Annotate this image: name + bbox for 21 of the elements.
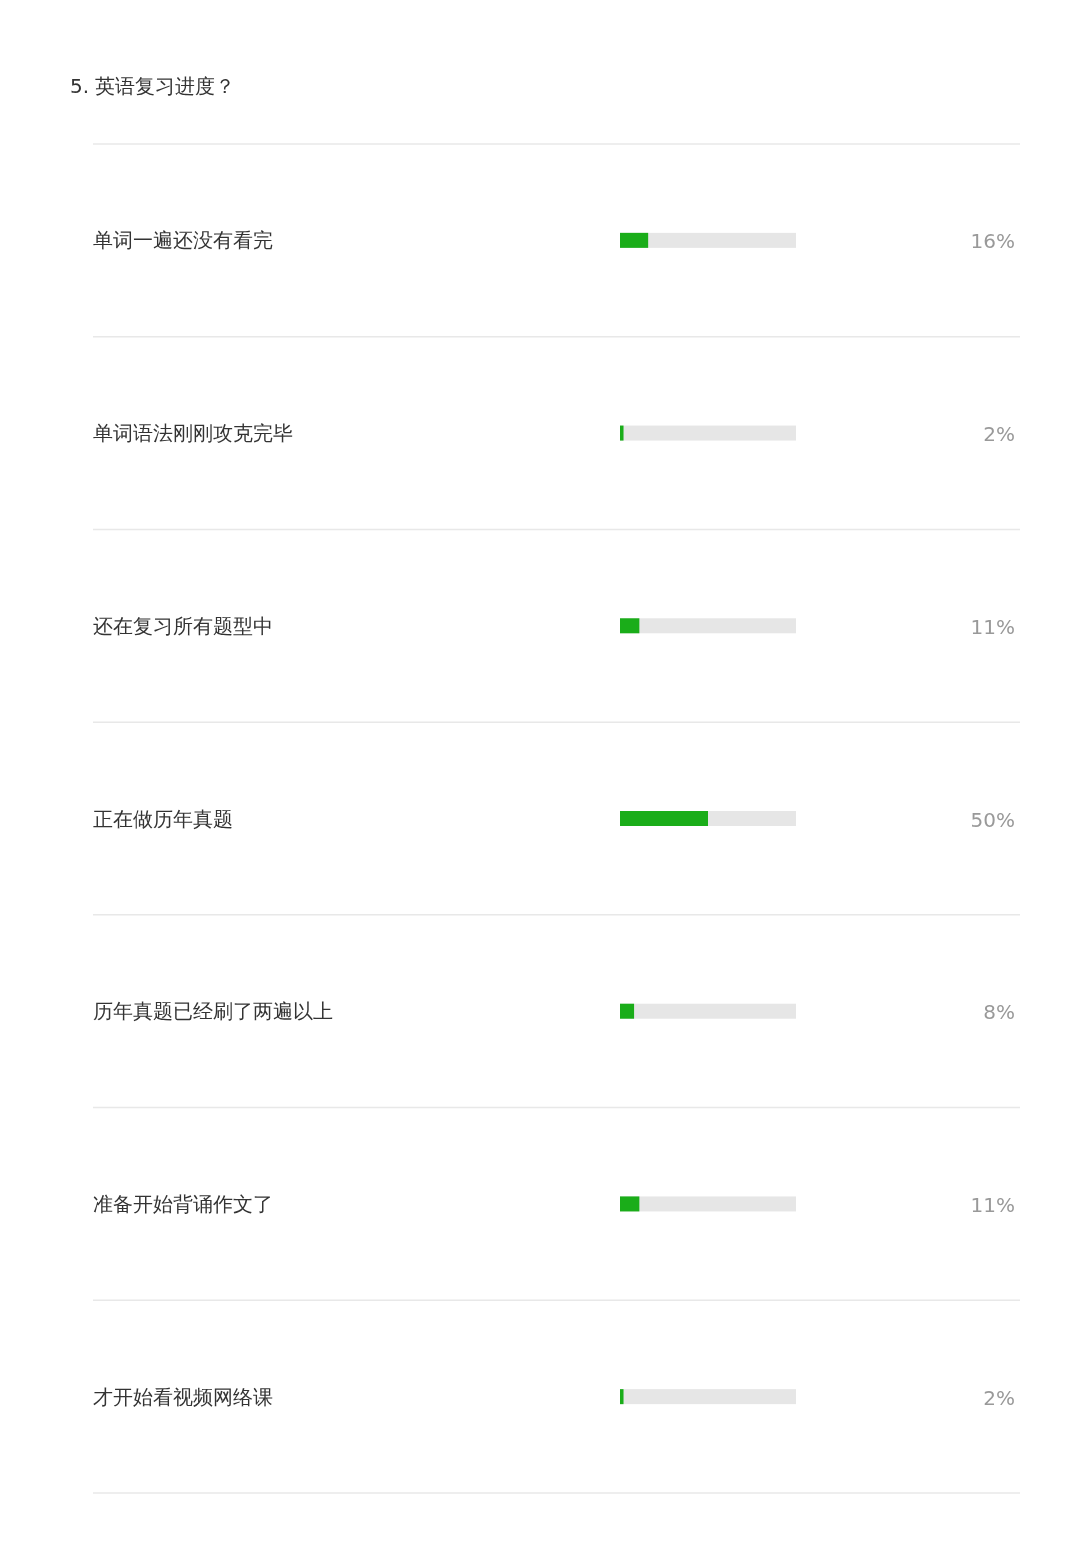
- data-label: 2%: [983, 422, 1015, 447]
- data-label: 11%: [970, 1192, 1015, 1217]
- y-tick-label: 单词语法刚刚攻克完毕: [93, 421, 293, 446]
- data-label: 16%: [970, 229, 1015, 254]
- bar: [620, 232, 649, 248]
- bar: [620, 1196, 640, 1212]
- bar: [620, 1389, 624, 1405]
- bar: [620, 425, 624, 441]
- text: 5. 英语复习进度？: [70, 74, 236, 98]
- y-tick-label: 历年真题已经刷了两遍以上: [93, 999, 333, 1024]
- bar: [620, 1003, 635, 1019]
- y-tick-label: 正在做历年真题: [93, 806, 233, 831]
- y-tick-label: 准备开始背诵作文了: [93, 1191, 273, 1216]
- data-label: 11%: [970, 614, 1015, 639]
- data-label: 8%: [983, 1000, 1015, 1025]
- data-label: 2%: [983, 1385, 1015, 1410]
- bar: [620, 618, 640, 634]
- y-tick-label: 单词一遍还没有看完: [93, 228, 273, 253]
- data-label: 50%: [970, 807, 1015, 832]
- y-tick-label: 才开始看视频网络课: [93, 1384, 273, 1409]
- y-tick-label: 还在复习所有题型中: [93, 613, 273, 638]
